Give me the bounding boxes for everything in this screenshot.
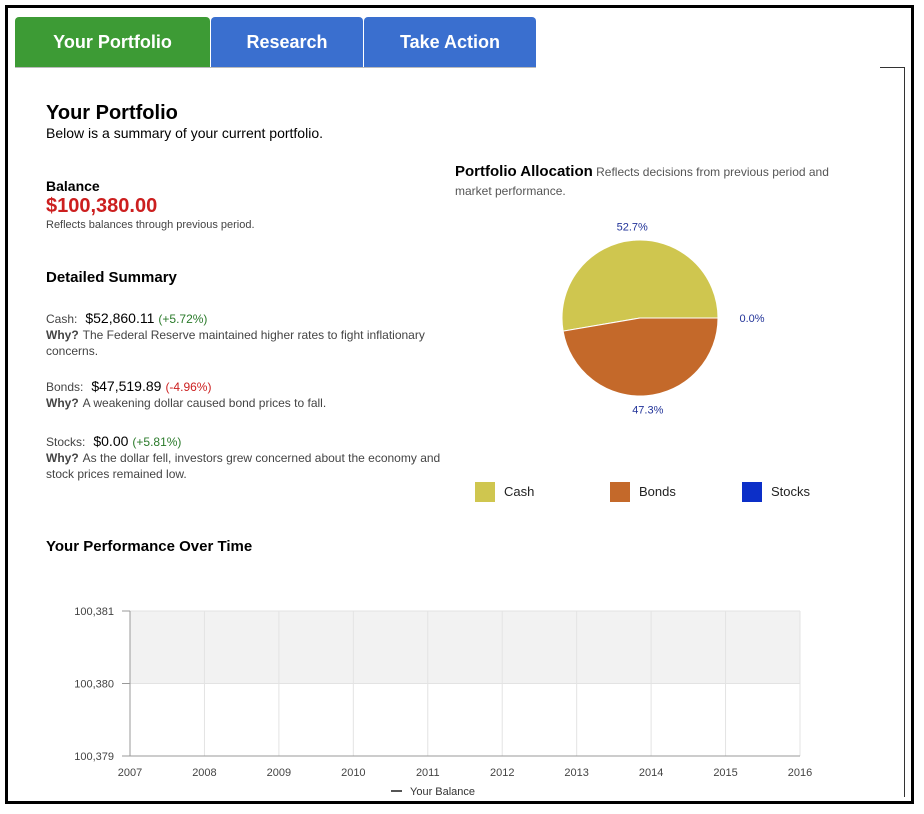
- plot-band: [130, 611, 800, 684]
- allocation-description: Reflects decisions from previous period …: [455, 165, 829, 198]
- asset-label: Cash:: [46, 312, 78, 326]
- summary-row: Cash: $52,860.11 (+5.72%) Why? The Federal R…: [46, 310, 446, 359]
- x-tick-label: 2009: [267, 767, 291, 779]
- legend-label: Your Balance: [410, 786, 475, 798]
- legend-swatch: [742, 482, 762, 502]
- summary-line: Bonds: $47,519.89 (-4.96%): [46, 378, 446, 394]
- tab-underline: [15, 67, 536, 68]
- x-tick-label: 2013: [564, 767, 588, 779]
- page-title: Your Portfolio: [46, 102, 178, 124]
- x-tick-label: 2012: [490, 767, 514, 779]
- why-label: Why?: [46, 328, 79, 342]
- legend-label: Stocks: [771, 484, 811, 499]
- asset-amount: $47,519.89: [91, 378, 162, 394]
- page-subtitle: Below is a summary of your current portf…: [46, 125, 323, 141]
- allocation-heading: Portfolio Allocation Reflects decisions …: [455, 162, 855, 201]
- allocation-title: Portfolio Allocation: [455, 163, 593, 180]
- asset-why: Why? As the dollar fell, investors grew c…: [46, 450, 446, 482]
- summary-title: Detailed Summary: [46, 269, 177, 286]
- panel-edge: [880, 67, 905, 68]
- x-tick-label: 2008: [192, 767, 216, 779]
- asset-change: (+5.81%): [132, 435, 182, 449]
- x-tick-label: 2007: [118, 767, 142, 779]
- why-label: Why?: [46, 451, 79, 465]
- asset-change: (-4.96%): [165, 380, 212, 394]
- x-tick-label: 2010: [341, 767, 365, 779]
- asset-label: Stocks:: [46, 435, 86, 449]
- pie-slice: [561, 239, 719, 332]
- why-reason: As the dollar fell, investors grew conce…: [46, 451, 441, 481]
- tab[interactable]: Your Portfolio: [15, 17, 210, 68]
- pie-label: 47.3%: [632, 405, 663, 417]
- y-tick-label: 100,381: [74, 606, 114, 618]
- balance-amount: $100,380.00: [46, 195, 158, 217]
- asset-why: Why? The Federal Reserve maintained highe…: [46, 327, 446, 359]
- performance-title: Your Performance Over Time: [46, 538, 253, 555]
- asset-why: Why? A weakening dollar caused bond price…: [46, 395, 446, 411]
- legend-swatch: [475, 482, 495, 502]
- panel-edge: [904, 67, 905, 797]
- asset-label: Bonds:: [46, 380, 84, 394]
- why-reason: The Federal Reserve maintained higher ra…: [46, 328, 425, 358]
- legend-label: Cash: [504, 484, 534, 499]
- summary-line: Stocks: $0.00 (+5.81%): [46, 433, 446, 449]
- summary-row: Bonds: $47,519.89 (-4.96%) Why? A weakening …: [46, 378, 446, 411]
- tab[interactable]: Research: [211, 17, 363, 68]
- why-reason: A weakening dollar caused bond prices to…: [82, 396, 327, 410]
- window-frame: [5, 5, 914, 804]
- tab[interactable]: Take Action: [364, 17, 536, 68]
- balance-note: Reflects balances through previous perio…: [46, 219, 255, 231]
- asset-amount: $52,860.11: [85, 310, 155, 326]
- asset-change: (+5.72%): [158, 312, 208, 326]
- why-label: Why?: [46, 396, 79, 410]
- pie-slice: [562, 317, 719, 397]
- x-tick-label: 2014: [639, 767, 663, 779]
- legend-label: Bonds: [639, 484, 676, 499]
- pie-label: 0.0%: [739, 313, 764, 325]
- asset-amount: $0.00: [93, 433, 129, 449]
- balance-label: Balance: [46, 178, 100, 194]
- y-tick-label: 100,380: [74, 679, 114, 691]
- legend-swatch: [610, 482, 630, 502]
- y-tick-label: 100,379: [74, 751, 114, 763]
- x-tick-label: 2011: [416, 767, 440, 779]
- x-tick-label: 2015: [713, 767, 737, 779]
- summary-line: Cash: $52,860.11 (+5.72%): [46, 310, 446, 326]
- summary-row: Stocks: $0.00 (+5.81%) Why? As the dollar fe…: [46, 433, 446, 482]
- x-tick-label: 2016: [788, 767, 812, 779]
- pie-label: 52.7%: [617, 221, 648, 233]
